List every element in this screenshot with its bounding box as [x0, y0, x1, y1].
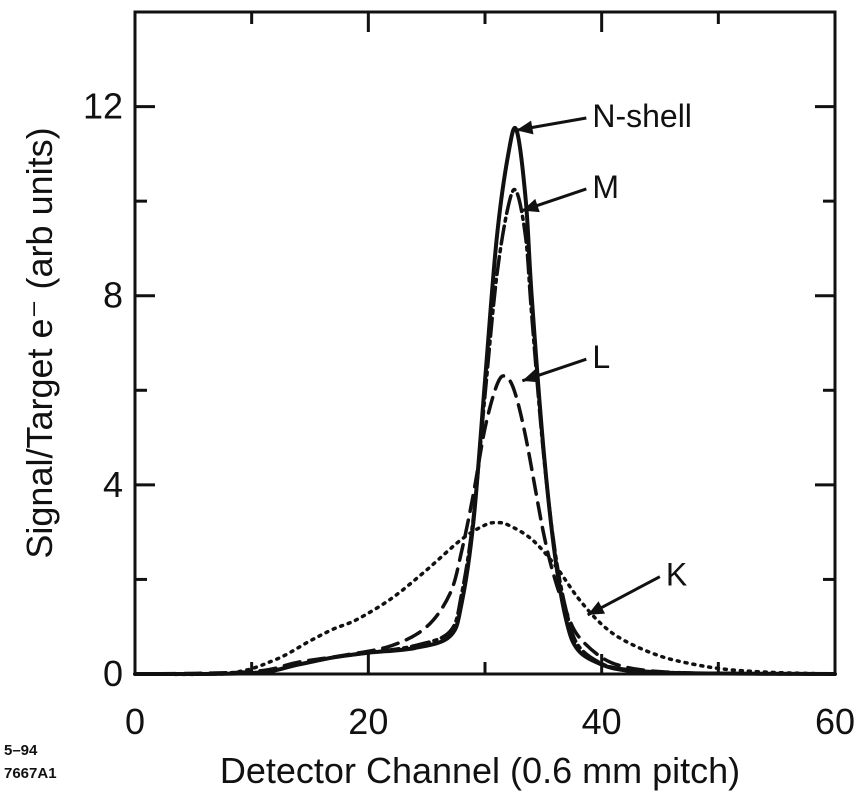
plot-frame: [133, 10, 837, 676]
x-axis-label: Detector Channel (0.6 mm pitch): [220, 750, 740, 791]
series-l: [133, 374, 837, 676]
x-tick-label: 60: [815, 701, 855, 742]
series-lines: [133, 126, 837, 677]
x-tick-label: 0: [125, 701, 145, 742]
annotations: N-shell M L K: [516, 98, 692, 617]
x-tick-label: 40: [582, 701, 622, 742]
y-tick-label: 0: [103, 653, 123, 694]
y-tick-label: 8: [103, 275, 123, 316]
y-tick-label: 12: [83, 86, 123, 127]
series-k: [133, 520, 837, 677]
figure-id-note: 7667A1: [4, 765, 57, 782]
label-l: L: [592, 339, 610, 375]
y-axis-label: Signal/Target e⁻ (arb units): [19, 127, 60, 558]
label-n-shell: N-shell: [592, 98, 692, 134]
arrowhead-n-shell: [516, 120, 534, 135]
axis-ticks: [133, 12, 837, 676]
label-k: K: [666, 557, 687, 593]
y-tick-label: 4: [103, 464, 123, 505]
arrowhead-m: [522, 198, 540, 213]
x-tick-label: 20: [348, 701, 388, 742]
tick-labels: 0 20 40 60 0 4 8 12: [83, 86, 855, 742]
arrowhead-l: [522, 369, 540, 383]
label-m: M: [592, 169, 619, 205]
arrowhead-k: [587, 601, 606, 615]
series-n-shell: [133, 126, 837, 677]
figure-date-note: 5–94: [4, 742, 38, 759]
